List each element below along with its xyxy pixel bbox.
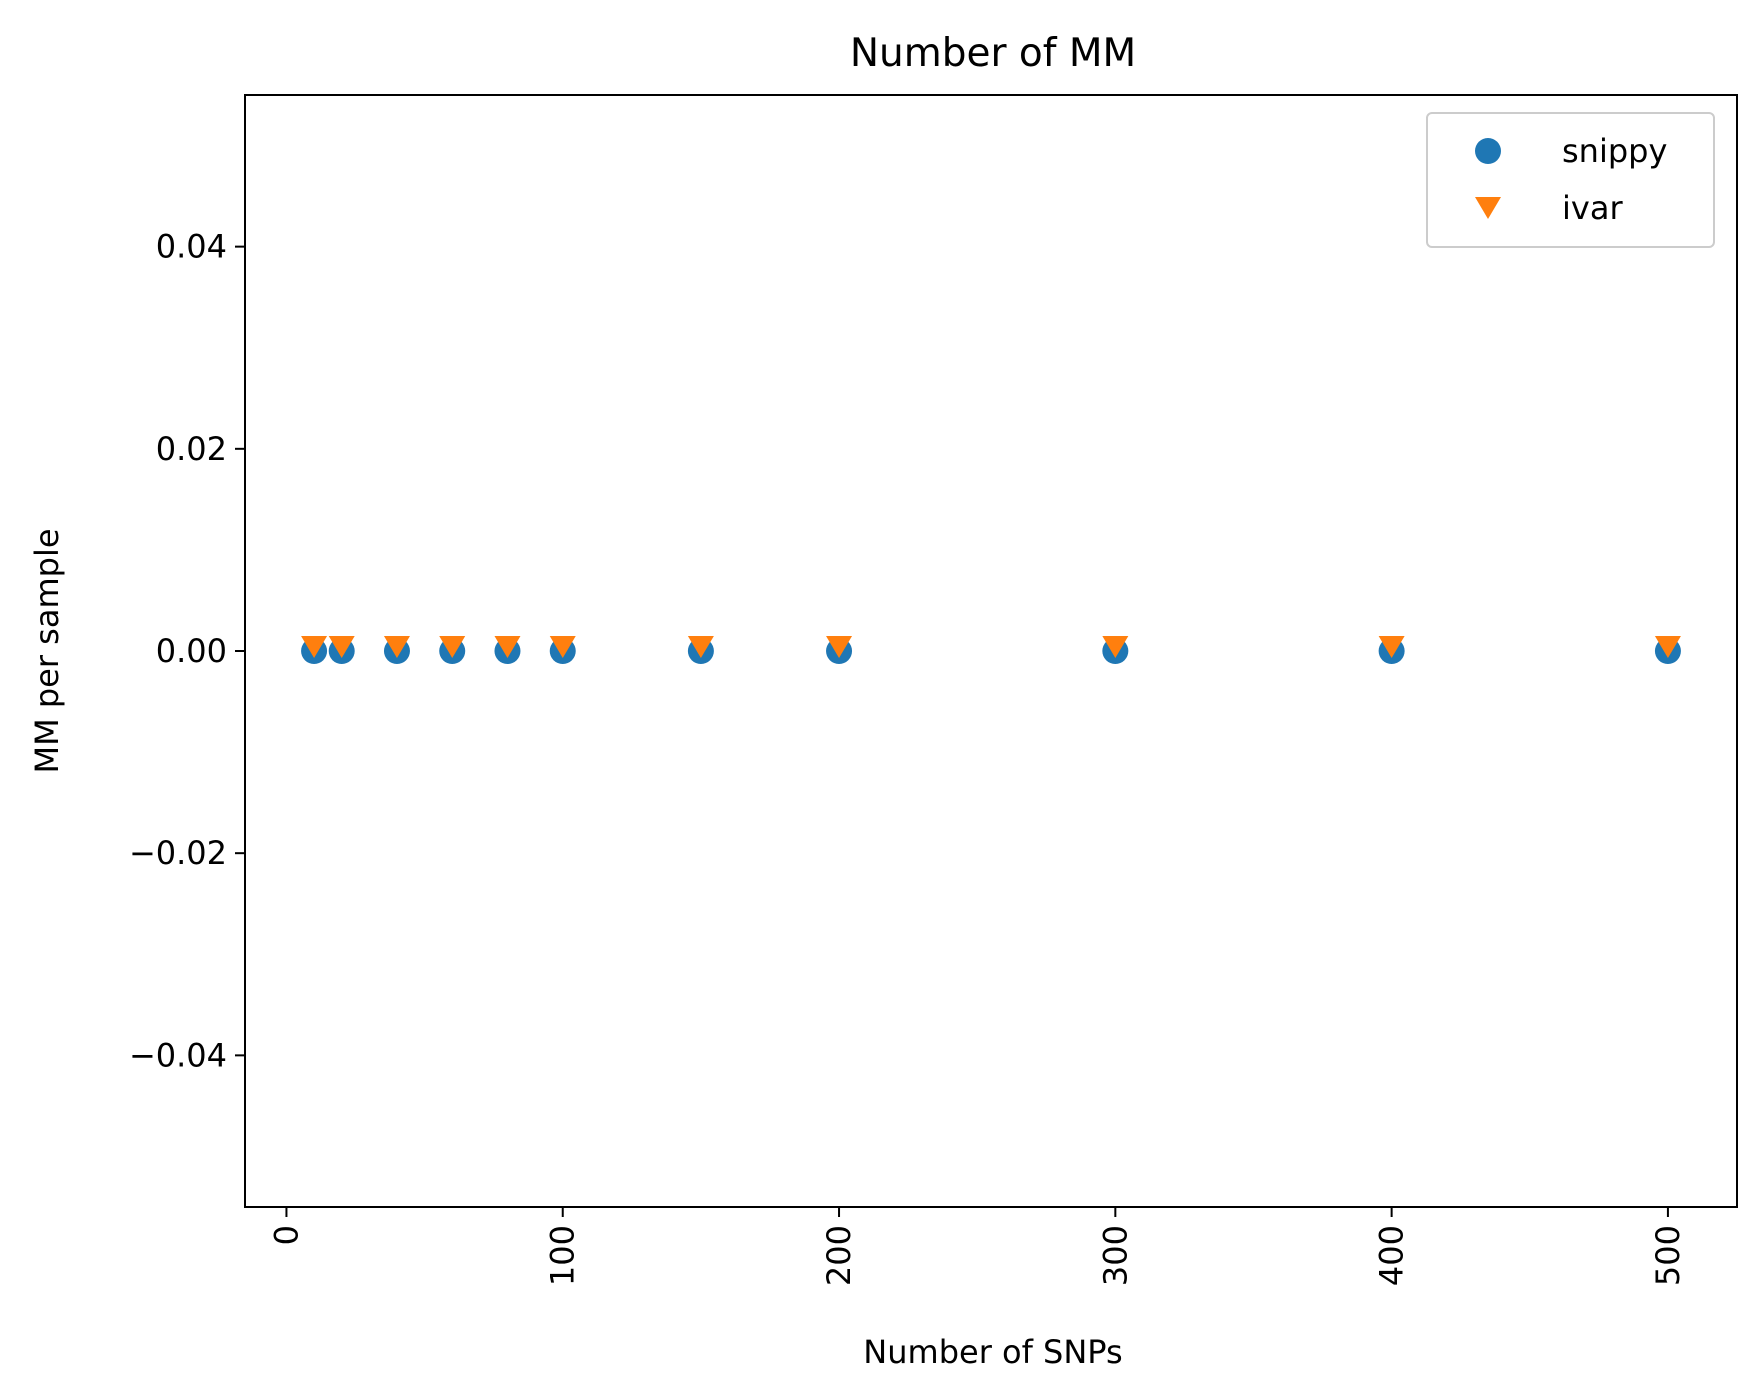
legend-label-snippy: snippy (1562, 132, 1667, 170)
ivar-point (549, 635, 576, 659)
ivar-point (826, 635, 853, 659)
legend-marker-ivar (1475, 196, 1501, 220)
y-tick-label: −0.02 (129, 834, 227, 872)
x-tick-label: 200 (820, 1225, 858, 1286)
chart-title: Number of MM (850, 31, 1136, 76)
ivar-point (1102, 635, 1129, 659)
legend-marker-snippy (1475, 138, 1501, 164)
y-axis: −0.04 −0.02 0.00 0.02 0.04 (129, 228, 245, 1074)
ivar-point (494, 635, 521, 659)
y-tick-label: −0.04 (129, 1036, 227, 1074)
ivar-point (1378, 635, 1405, 659)
legend: snippy ivar (1426, 112, 1715, 248)
x-tick-label: 100 (544, 1225, 582, 1286)
x-tick-label: 400 (1373, 1225, 1411, 1286)
x-tick-label: 0 (267, 1225, 305, 1245)
ivar-point (328, 635, 355, 659)
x-tick-label: 500 (1649, 1225, 1687, 1286)
ivar-point (301, 635, 328, 659)
y-tick-label: 0.02 (156, 430, 227, 468)
ivar-point (687, 635, 714, 659)
x-tick-label: 300 (1096, 1225, 1134, 1286)
plot-frame (244, 94, 1738, 1208)
x-axis-label: Number of SNPs (863, 1333, 1122, 1371)
y-tick-label: 0.00 (156, 632, 227, 670)
y-axis-label: MM per sample (28, 528, 66, 773)
y-tick-label: 0.04 (156, 228, 227, 266)
x-axis: 0 100 200 300 400 500 (267, 1207, 1687, 1286)
data-points (301, 635, 1681, 664)
ivar-point (1654, 635, 1681, 659)
ivar-point (439, 635, 466, 659)
ivar-point (383, 635, 410, 659)
legend-label-ivar: ivar (1562, 189, 1623, 227)
